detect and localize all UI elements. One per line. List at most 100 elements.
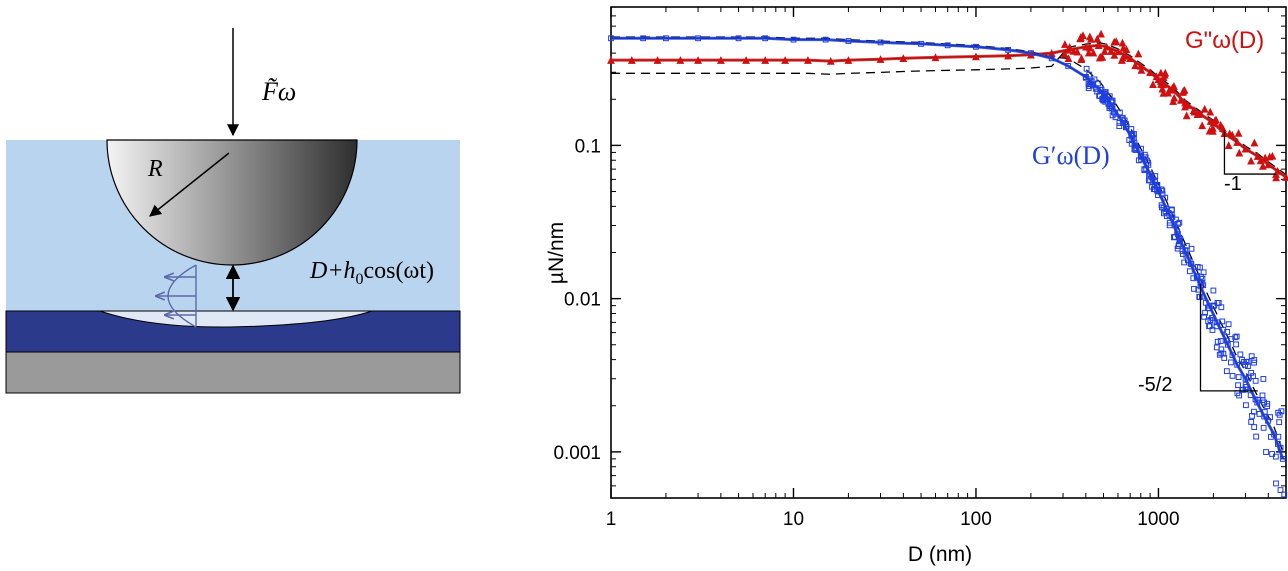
storage-data-point — [1254, 399, 1261, 406]
storage-data-point — [1172, 233, 1178, 240]
storage-data-point — [1109, 112, 1116, 119]
storage-data-point — [1235, 382, 1241, 389]
storage-data-point — [1145, 159, 1152, 166]
loss-data-point — [676, 56, 685, 64]
storage-data-point — [1264, 400, 1271, 407]
loss-data-point — [1241, 144, 1250, 153]
loss-data-point — [1208, 123, 1217, 132]
storage-data-point — [1207, 317, 1214, 323]
storage-data-point — [1091, 76, 1098, 83]
slope-label-minus-1: -1 — [1224, 173, 1242, 195]
storage-data-point — [1273, 480, 1279, 487]
storage-data-point — [1265, 417, 1271, 424]
loss-data-point — [826, 57, 835, 65]
storage-data-point — [1188, 261, 1195, 268]
storage-data-point — [1168, 206, 1175, 213]
storage-data-point — [1102, 89, 1109, 95]
storage-data-point — [1233, 333, 1240, 340]
loss-data-point — [1004, 51, 1012, 60]
storage-data-point — [1202, 309, 1208, 316]
storage-data-point — [1005, 46, 1012, 53]
flow-profile — [156, 264, 197, 328]
storage-data-point — [1065, 63, 1072, 69]
storage-data-point — [1233, 341, 1239, 348]
storage-data-point — [1150, 186, 1157, 193]
loss-data-point — [1159, 88, 1168, 97]
storage-data-point — [1196, 294, 1203, 300]
storage-data-point — [1235, 374, 1242, 380]
storage-data-point — [1251, 424, 1258, 430]
storage-data-point — [1186, 268, 1193, 275]
storage-data-point — [1216, 351, 1223, 358]
storage-data-point — [1198, 280, 1205, 286]
storage-data-point — [1154, 187, 1161, 194]
loss-data-point — [1065, 43, 1074, 51]
loss-data-point — [1107, 47, 1115, 55]
slope-triangle-minus-1 — [1223, 130, 1276, 175]
loss-data-point — [1076, 34, 1085, 43]
storage-data-point — [1188, 245, 1195, 252]
axis-ticks: 1 10 100 1000 0.001 0.01 0.1 — [553, 6, 1287, 530]
storage-data-point — [1281, 491, 1288, 498]
storage-data-point — [1202, 299, 1209, 306]
storage-data-point — [822, 36, 829, 43]
storage-data-point — [1223, 368, 1230, 375]
loss-data-point — [1250, 138, 1259, 147]
storage-data-point — [790, 36, 797, 43]
storage-data-point — [1218, 304, 1225, 311]
storage-data-point — [973, 43, 979, 50]
storage-data-point — [1102, 98, 1109, 105]
loss-data-point — [1118, 38, 1127, 47]
storage-data-point — [1138, 145, 1144, 152]
storage-data-point — [663, 35, 669, 42]
storage-data-point — [1218, 350, 1225, 357]
storage-data-point — [877, 39, 884, 46]
storage-data-point — [1242, 361, 1249, 368]
loss-data-point — [1181, 102, 1189, 111]
loss-data-point — [1261, 153, 1270, 162]
loss-data-point — [844, 56, 853, 64]
loss-data-point — [899, 54, 908, 63]
radius-label: R — [147, 156, 163, 182]
storage-data-point — [1248, 353, 1255, 360]
storage-data-point — [1237, 351, 1244, 358]
loss-data-point — [1064, 54, 1073, 62]
loss-data-point — [1061, 40, 1069, 48]
sfa-schematic: F̃ω R D+h0cos(ωt) — [5, 28, 461, 394]
loss-data-point — [1077, 54, 1086, 62]
storage-data-point — [1219, 318, 1226, 325]
y-tick-label: 0.01 — [564, 290, 601, 311]
storage-data-point — [1213, 323, 1220, 330]
storage-data-point — [735, 35, 742, 42]
storage-data-point — [1153, 182, 1160, 189]
storage-data-point — [1263, 449, 1269, 455]
loss-data-point — [1253, 152, 1262, 160]
storage-data-point — [1247, 392, 1254, 399]
storage-data-point — [1228, 336, 1234, 342]
storage-data-point — [1096, 92, 1103, 99]
storage-data-point — [1131, 146, 1138, 153]
storage-data-point — [1210, 287, 1217, 294]
loss-data-point — [972, 52, 980, 61]
loss-data-point — [1095, 53, 1104, 62]
loss-data-point — [1264, 160, 1273, 169]
storage-data-point — [1116, 120, 1123, 126]
storage-data-point — [1260, 424, 1267, 431]
loss-data-point — [1182, 111, 1191, 120]
loss-data-point — [1119, 43, 1128, 52]
storage-data-point — [845, 38, 852, 44]
storage-data-point — [1252, 377, 1259, 384]
storage-data-point — [1250, 373, 1256, 379]
loss-data-point — [781, 56, 790, 64]
loss-data-point — [1206, 107, 1215, 116]
loss-data-point — [1089, 48, 1098, 57]
loss-data-point — [1256, 156, 1265, 165]
loss-data-point — [1137, 66, 1146, 74]
storage-data-point — [1279, 455, 1286, 462]
loss-data-point — [1198, 121, 1207, 130]
model-curve-solid — [611, 44, 1287, 178]
storage-modulus-label: G′ω(D) — [1032, 141, 1110, 170]
storage-data-point — [944, 42, 951, 49]
storage-data-point — [1242, 375, 1249, 382]
